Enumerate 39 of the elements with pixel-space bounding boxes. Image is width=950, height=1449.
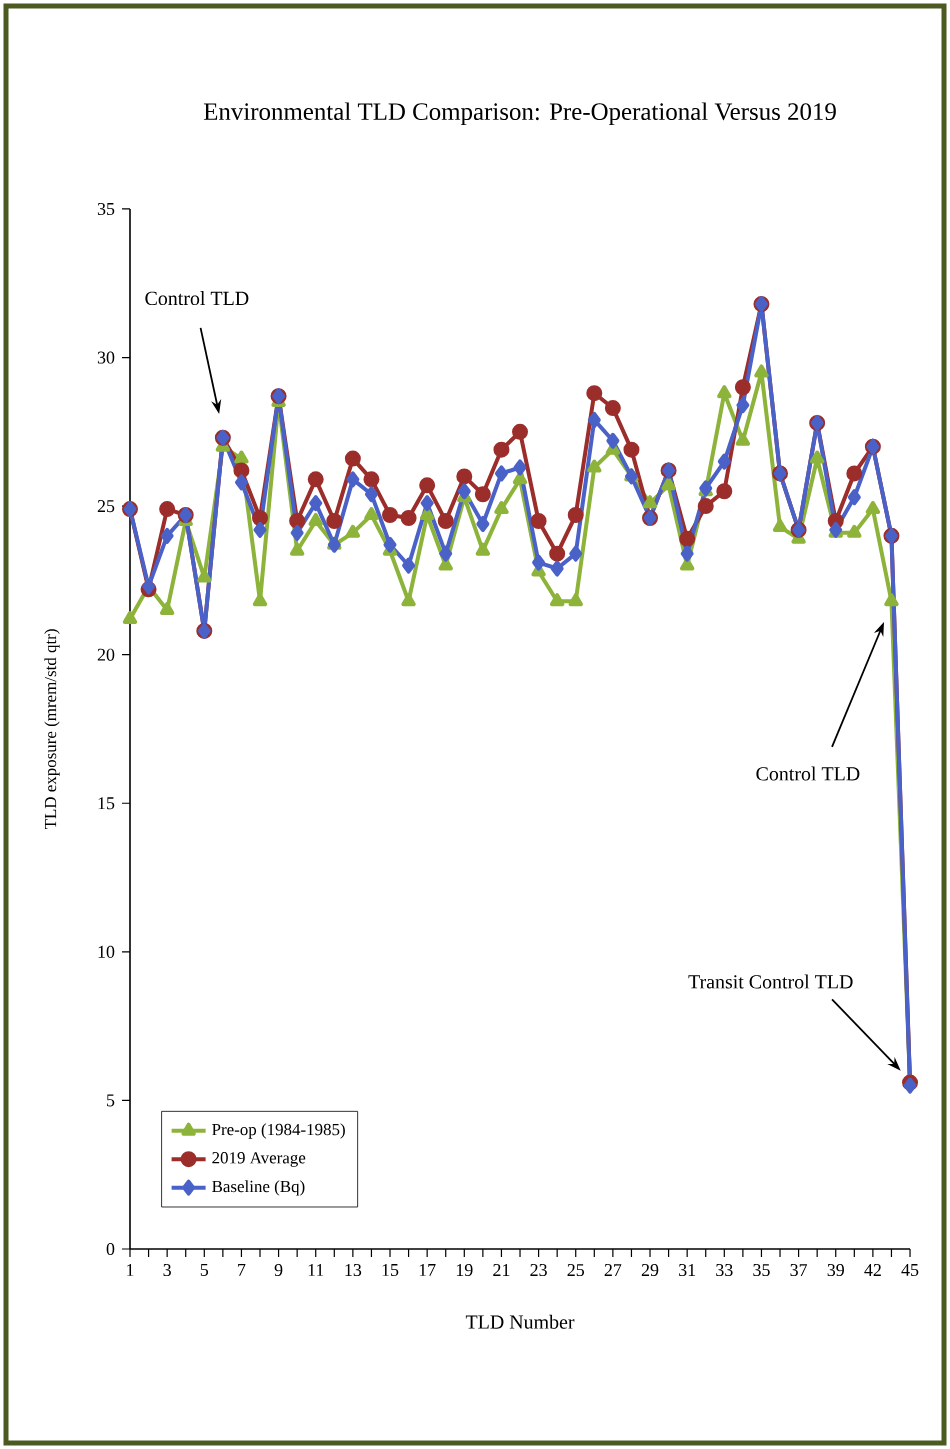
x-tick-label: 42 [864,1264,881,1276]
y-tick-label: 20 [97,648,115,661]
x-tick-label: 35 [753,1264,770,1277]
y-tick-label: 5 [107,1094,115,1107]
x-tick-label: 11 [308,1264,324,1276]
x-tick-label: 15 [382,1264,399,1277]
annotation: Control TLD [756,766,860,781]
x-tick-label: 9 [274,1264,283,1277]
y-tick-label: 25 [97,500,115,513]
x-tick-label: 5 [200,1264,209,1276]
x-tick-label: 33 [716,1264,733,1277]
x-tick-label: 17 [419,1264,436,1276]
x-tick-label: 29 [641,1264,659,1277]
y-tick-label: 30 [97,351,115,364]
y-tick-label: 35 [97,202,115,215]
x-tick-label: 1 [127,1264,134,1276]
x-tick-label: 31 [679,1264,696,1277]
x-axis-title: TLD Number [465,1314,575,1329]
x-tick-label: 7 [238,1264,246,1276]
legend-label: Baseline (Bq) [212,1180,305,1196]
x-tick-label: 27 [604,1264,622,1276]
legend-label: Pre-op (1984-1985) [212,1123,345,1139]
chart-title: Environmental TLD Comparison: Pre-Operational Versus 2019 [203,102,836,126]
x-tick-label: 25 [567,1264,585,1277]
x-tick-label: 3 [163,1264,171,1277]
x-tick-label: 45 [901,1264,919,1277]
x-tick-label: 13 [345,1264,362,1277]
annotation: Control TLD [145,291,249,306]
y-tick-label: 15 [98,797,115,810]
x-tick-label: 21 [493,1264,510,1276]
y-tick-label: 0 [106,1242,115,1256]
legend-label: 2019 Average [212,1152,306,1167]
y-tick-label: 10 [98,945,115,958]
x-tick-label: 37 [790,1264,808,1277]
x-tick-label: 19 [456,1264,473,1277]
x-tick-label: 23 [530,1264,547,1277]
annotation: Transit Control TLD [688,974,853,989]
y-axis-title: TLD exposure (mrem/std qtr) [44,629,60,830]
x-tick-label: 39 [827,1264,844,1277]
